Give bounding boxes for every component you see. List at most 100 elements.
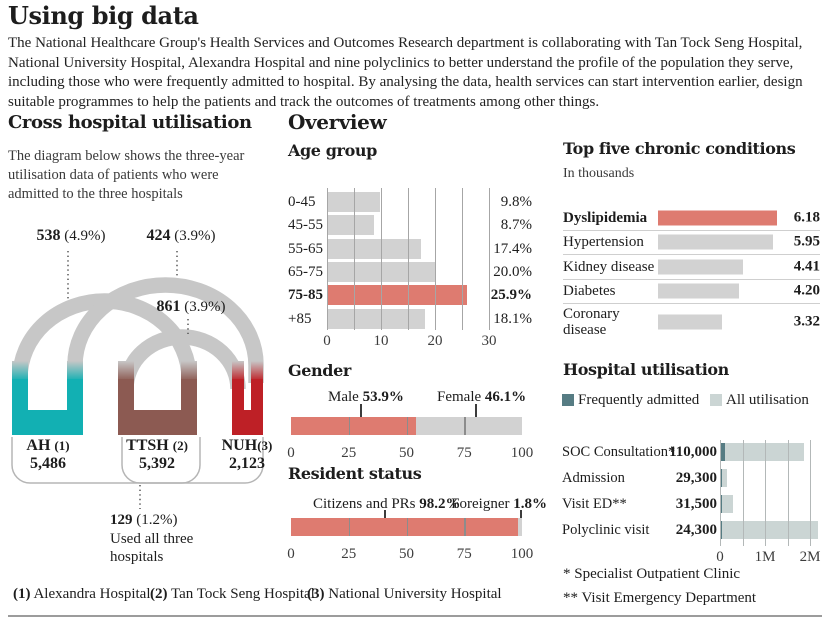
gender-label-pointer [360,404,362,417]
age-row-label: 0-45 [288,194,316,210]
resident_status-label-pointer [520,510,522,523]
hospital-utilisation-title: Hospital utilisation [563,360,729,379]
gender-segment-label: Male 53.9% [328,389,404,405]
cross-hospital-title: Cross hospital utilisation [8,112,252,133]
legend-label-all-utilisation: All utilisation [726,392,809,408]
resident_status-inner-tick [348,518,351,536]
resident_status-bar-Citizens and PRs [291,518,518,536]
age-row-label: +85 [288,310,312,327]
hospital-label-ah: AH (1) 5,486 [26,437,70,472]
resident-status-title: Resident status [288,464,422,483]
ttsh-leg-gradient [118,361,134,381]
age-value-label: 20.0% [493,263,532,280]
chronic-label: Coronary disease [563,306,620,338]
age-axis-tick: 10 [373,333,389,349]
footnote-soc: * Specialist Outpatient Clinic [563,566,741,582]
hosp-bar-freq-Admission [720,469,722,487]
ah-block [12,410,83,435]
chronic-value: 3.32 [793,313,820,330]
age-axis-tick: 30 [481,333,497,349]
hosp-row-label: SOC Consultation* [562,444,676,460]
ttsh-leg-gradient [181,361,197,381]
gender-label-pointer [475,404,477,417]
age-group-chart: 0-45 9.8% 45-55 8.7% 55-65 17.4% 65-75 20.0% 75-… [288,185,560,355]
hosp-row-label: Polyclinic visit [562,522,650,538]
cross-hospital-description: The diagram below shows the three-year u… [8,148,245,202]
chronic-conditions-title: Top five chronic conditions [563,139,796,158]
hosp-gridline [765,440,766,546]
resident_status-segment-label: Citizens and PRs 98.2% [313,496,461,512]
age-gridline [462,188,463,330]
chronic-conditions-subtitle: In thousands [563,166,635,181]
ah-leg-gradient [12,361,28,381]
age-value-label: 8.7% [500,217,532,234]
footnote-ed: ** Visit Emergency Department [563,590,757,606]
age-value-label: 25.9% [490,287,532,304]
key-item-2: (2) Tan Tock Seng Hospital [150,586,315,602]
hosp-row-value: 24,300 [675,522,717,538]
hospital-label-nuh: NUH(3) 2,123 [221,437,273,472]
venn-arch-svg [11,251,264,509]
hospital-utilisation-chart: SOC Consultation* 110,000 Admission 29,300 V… [562,440,820,568]
nuh-leg-gradient [232,361,244,381]
venn-arch-diagram: 538 (4.9%) 424 (3.9%) 861 (3.9%) AH (1) … [0,225,272,570]
overlap-label-ttsh-nuh: 861 (3.9%) [156,298,226,315]
arch-ah-nuh [67,277,264,383]
chronic-bar-Dyslipidemia [658,210,777,226]
legend-swatch-all-utilisation [710,394,722,406]
container-ttsh-nuh [121,437,264,484]
gender-axis-tick: 0 [287,445,295,461]
age-row-label: 75-85 [288,287,323,304]
intro-paragraph: The National Healthcare Group's Health S… [8,35,803,110]
resident_status-label-pointer [384,510,386,523]
age-gridline [327,188,328,330]
hosp-bar-freq-SOC Consultation* [720,443,725,461]
resident_status-bar-Foreigner [517,518,522,536]
ttsh-block [118,410,197,435]
hosp-row-label: Visit ED** [562,496,627,512]
age-bar-0-45 [327,192,380,212]
age-gridline [489,188,490,330]
chronic-bar-Kidney disease [658,259,743,275]
nuh-block [232,410,263,435]
hospital-key: (1) Alexandra Hospital (2) Tan Tock Seng… [13,586,613,606]
legend-label-frequently-admitted: Frequently admitted [578,392,700,408]
gender-axis-tick: 100 [510,445,534,461]
hosp-axis-tick: 1M [754,549,776,565]
resident_status-axis-tick: 50 [399,546,414,562]
overview-title: Overview [288,110,387,134]
gender-chart: Male 53.9% Female 46.1% 0 25 50 75 100 [287,388,560,466]
hosp-bar-all-Admission [720,469,728,487]
key-item-1: (1) Alexandra Hospital [13,586,151,602]
hosp-bar-all-Polyclinic visit [720,521,819,539]
hospital-label-ttsh: TTSH (2) 5,392 [126,437,188,472]
chronic-label: Kidney disease [563,258,655,275]
chronic-value: 4.41 [793,258,820,275]
age-group-title: Age group [288,141,377,160]
gender-axis-tick: 25 [341,445,357,461]
hosp-row-value: 31,500 [675,496,717,512]
hosp-bar-freq-Visit ED** [720,495,722,513]
resident_status-segment-label: Foreigner 1.8% [451,496,547,512]
chronic-bar-Hypertension [658,234,773,250]
container-ah-ttsh [11,437,201,484]
gender-inner-tick [464,417,466,435]
hosp-bar-freq-Polyclinic visit [720,521,722,539]
chronic-value: 5.95 [793,233,820,250]
gender-inner-tick [406,417,408,435]
age-row-label: 45-55 [288,217,323,234]
age-bar-+85 [327,308,425,329]
chronic-value: 4.20 [793,282,820,299]
age-axis-tick: 20 [427,333,443,349]
resident_status-axis-tick: 75 [456,546,472,562]
age-bar-55-65 [327,238,421,259]
nuh-leg-gradient [251,361,263,381]
hosp-gridline [810,440,811,546]
chronic-row: Diabetes 4.20 [563,280,820,304]
chronic-bar-Coronary disease [658,314,722,330]
overlap-label-ah-nuh: 424 (3.9%) [146,227,216,244]
age-row-label: 65-75 [288,263,323,280]
gender-axis-tick: 50 [399,445,414,461]
gender-title: Gender [288,361,351,380]
